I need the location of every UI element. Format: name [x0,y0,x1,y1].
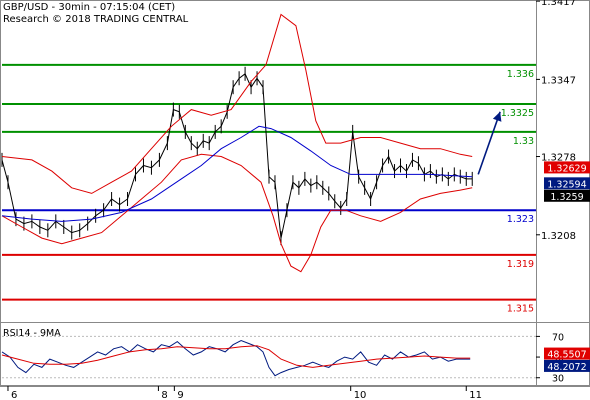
rsi-badge [544,359,590,372]
time-axis-label: 9 [177,390,183,400]
level-label: 1.315 [507,304,534,315]
projection-arrow-shaft [477,111,501,175]
rsi-badge-label: 48.2072 [547,362,586,373]
time-axis-label: 10 [354,390,367,400]
chart-title: GBP/USD - 30min - 07:15:04 (CET) [3,2,176,13]
rsi-axis-label: 30 [552,374,564,385]
chart-copyright: Research © 2018 TRADING CENTRAL [3,14,189,25]
rsi-ma-line [1,345,471,368]
time-axis-label: 8 [161,390,167,400]
rsi-badge [544,347,590,360]
price-badge-label: 1.32594 [547,179,586,190]
level-label: 1.3325 [501,108,534,119]
price-badge-label: 1.3259 [550,192,583,203]
time-axis-label: 11 [469,390,482,400]
level-label: 1.336 [507,69,534,80]
bollinger-lower-line [1,153,473,273]
level-label: 1.323 [507,214,534,225]
price-axis-label: 1.3208 [541,231,576,242]
time-axis-label: 6 [11,390,17,400]
price-axis-label: 1.3417 [541,0,576,8]
price-badge-label: 1.32629 [547,163,586,174]
price-axis-label: 1.3278 [541,153,576,164]
rsi-line [1,339,471,377]
rsi-badge-label: 48.5507 [547,350,586,361]
level-label: 1.319 [507,259,534,270]
bollinger-upper-line [1,13,473,194]
price-badge [544,161,590,174]
price-badge [544,177,590,190]
price-line [1,73,473,239]
rsi-axis-label: 70 [552,332,564,343]
moving-average-line [1,125,473,222]
price-badge [544,189,590,202]
price-axis-label: 1.3347 [541,75,576,86]
rsi-title: RSI14 - 9MA [3,328,61,339]
level-label: 1.33 [513,136,534,147]
projection-arrow-head [492,111,502,122]
